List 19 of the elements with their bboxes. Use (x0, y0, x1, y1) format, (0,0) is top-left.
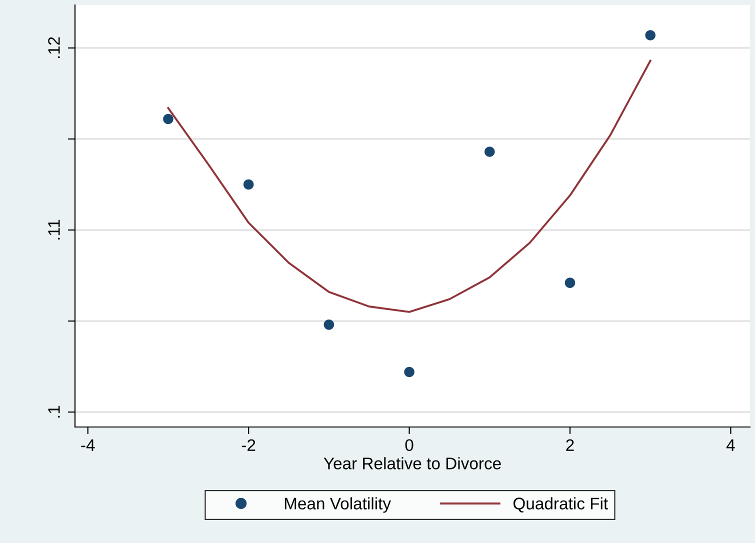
point (645, 30, 656, 40)
y-tick-label: .11 (48, 220, 60, 240)
y-tick-label: .1 (48, 406, 60, 418)
point (243, 179, 254, 190)
x-tick-label: -4 (81, 439, 95, 451)
line-series (167, 60, 652, 313)
x-tick-label: 0 (405, 439, 414, 452)
point (324, 320, 334, 330)
legend-label: Quadratic Fit (513, 497, 608, 512)
x-axis-title: Year Relative to Divorce (324, 457, 501, 470)
x-tick-label: 2 (566, 439, 574, 451)
x-tick-label: 4 (726, 439, 735, 451)
point (564, 278, 576, 288)
point (484, 146, 495, 157)
point (163, 114, 174, 124)
y-tick-label: .12 (48, 37, 60, 58)
x-tick-label: -2 (242, 439, 256, 451)
point (404, 366, 414, 378)
legend-label: Mean Volatility (284, 497, 392, 513)
